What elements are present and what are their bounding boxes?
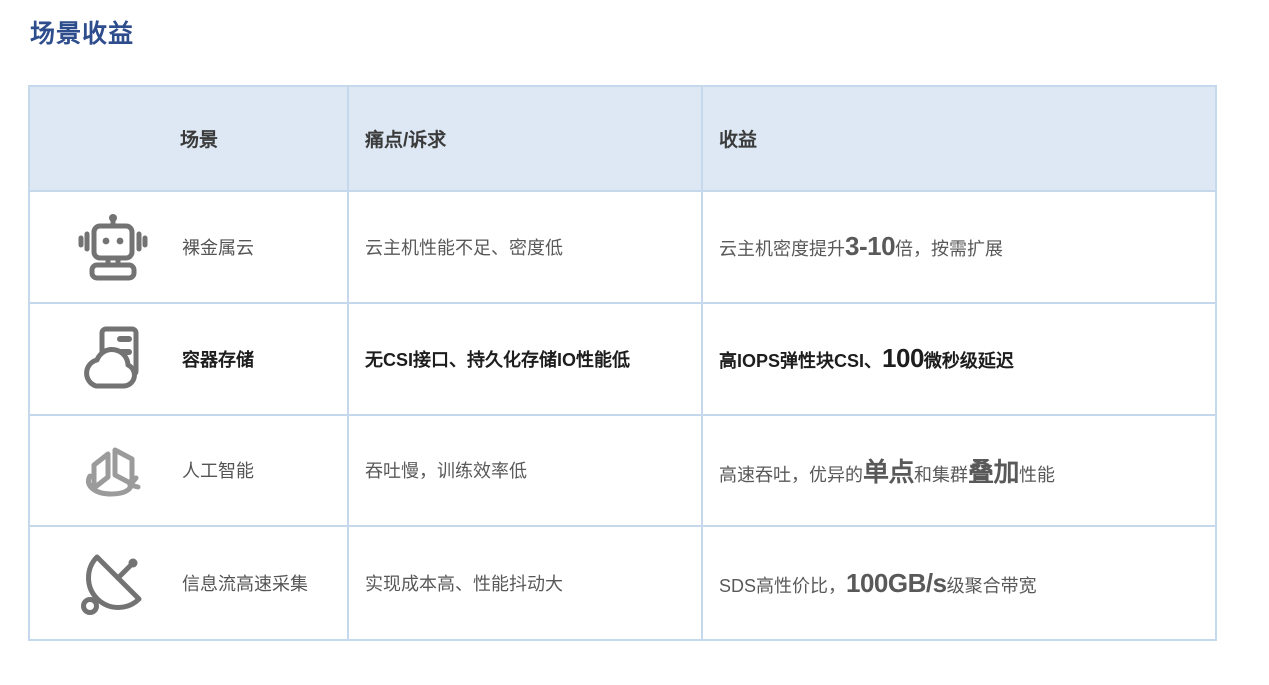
benefit-text-line: 高IOPS弹性块CSI、100微秒级延迟 [719, 343, 1014, 374]
scenario-label: 容器存储 [182, 349, 254, 370]
table-cell-pain: 无CSI接口、持久化存储IO性能低 [349, 303, 703, 416]
pain-text: 实现成本高、性能抖动大 [365, 574, 563, 595]
table-cell-benefit: 云主机密度提升3-10倍，按需扩展 [703, 192, 1215, 304]
benefit-text: 性能 [1019, 464, 1056, 485]
table-cell-benefit: 高速吞吐，优异的单点和集群叠加性能 [703, 415, 1215, 528]
benefit-text: 云主机密度提升 [719, 239, 845, 260]
header-cell-pain: 痛点/诉求 [349, 87, 703, 192]
table-cell-benefit: SDS高性价比，100GB/s级聚合带宽 [703, 527, 1215, 639]
benefit-highlight: 100 [882, 343, 924, 374]
header-cell-benefit: 收益 [703, 87, 1215, 192]
table-row-ai-scenario: 人工智能 [30, 415, 349, 528]
benefit-highlight: 100GB/s [846, 567, 947, 598]
header-label-benefit: 收益 [719, 130, 758, 151]
benefit-text-line: 高速吞吐，优异的单点和集群叠加性能 [719, 452, 1055, 489]
benefit-text: SDS高性价比， [719, 575, 847, 596]
table-cell-pain: 吞吐慢，训练效率低 [349, 415, 703, 528]
header-cell-scenario: 场景 [30, 87, 349, 192]
scenario-label: 人工智能 [182, 461, 254, 482]
page-title: 场景收益 [30, 20, 135, 48]
satellite-dish-icon [77, 547, 149, 619]
benefit-highlight: 单点 [863, 456, 915, 487]
table-row-container-scenario: 容器存储 [30, 303, 349, 416]
ai-panels-icon [77, 434, 149, 506]
benefit-text-line: 云主机密度提升3-10倍，按需扩展 [719, 231, 1003, 262]
pain-text: 无CSI接口、持久化存储IO性能低 [365, 349, 631, 370]
benefit-text: 高IOPS弹性块CSI、 [719, 351, 883, 372]
benefit-text: 微秒级延迟 [923, 351, 1014, 372]
table-cell-pain: 云主机性能不足、密度低 [349, 192, 703, 304]
scenario-label: 信息流高速采集 [182, 574, 308, 595]
table-row-infostream-scenario: 信息流高速采集 [30, 527, 349, 639]
benefit-text: 倍，按需扩展 [895, 239, 1004, 260]
pain-text: 云主机性能不足、密度低 [365, 237, 563, 258]
table-cell-benefit: 高IOPS弹性块CSI、100微秒级延迟 [703, 303, 1215, 416]
pain-text: 吞吐慢，训练效率低 [365, 461, 527, 482]
header-label-pain: 痛点/诉求 [365, 130, 447, 151]
table-cell-pain: 实现成本高、性能抖动大 [349, 527, 703, 639]
scenario-label: 裸金属云 [182, 237, 254, 258]
header-label-scenario: 场景 [180, 130, 219, 151]
robot-icon [77, 211, 149, 283]
benefit-highlight: 叠加 [968, 456, 1020, 487]
cloud-server-icon [77, 323, 149, 395]
benefit-text: 高速吞吐，优异的 [719, 464, 863, 485]
benefit-text: 级聚合带宽 [946, 575, 1037, 596]
benefit-highlight: 3-10 [845, 231, 896, 262]
benefit-text: 和集群 [914, 464, 969, 485]
benefit-text-line: SDS高性价比，100GB/s级聚合带宽 [719, 568, 1037, 599]
table-row-baremetal-scenario: 裸金属云 [30, 192, 349, 304]
scenario-benefit-table: 场景 痛点/诉求 收益 裸金属云 云主机性能不足 [28, 85, 1217, 641]
